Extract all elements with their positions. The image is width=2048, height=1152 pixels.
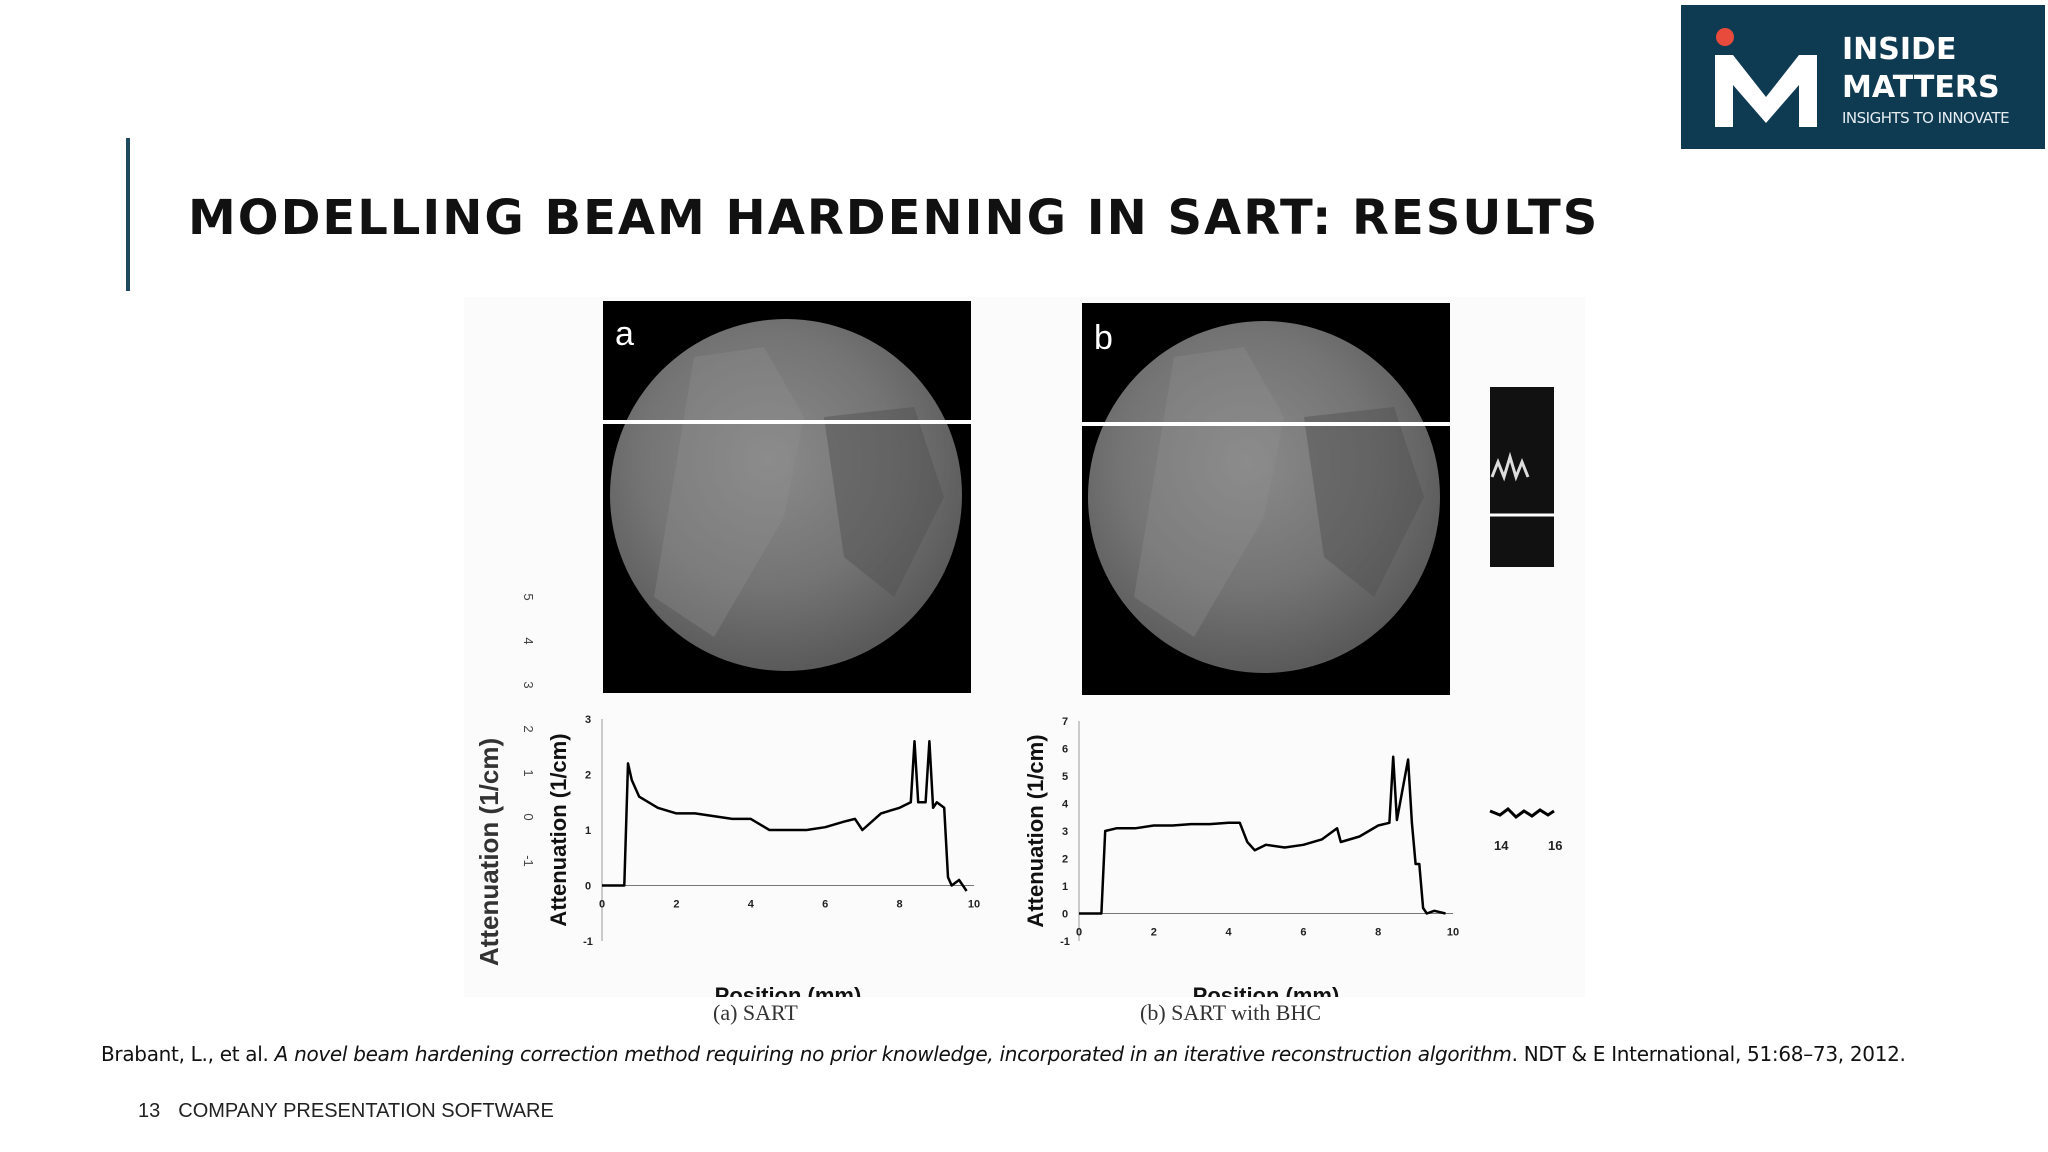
citation-authors: Brabant, L., et al. [101,1042,269,1066]
chart-a-xtick-label: 0 [599,899,605,911]
background-ytick: 4 [521,637,536,644]
chart-b-xtick-label: 6 [1300,927,1306,939]
chart-b-ytick-label: 3 [1062,826,1068,838]
panel-a-letter: a [615,315,634,353]
panel-a-dark-region [824,407,944,597]
chart-a-xlabel: Position (mm) [715,983,862,997]
panel-a-texture [654,347,804,637]
panel-b-letter: b [1094,319,1113,357]
background-yticks: 5 4 3 2 1 0 -1 [521,593,536,866]
chart-b-xtick-label: 0 [1076,927,1082,939]
citation: Brabant, L., et al. A novel beam hardeni… [101,1042,1906,1066]
panel-a-disc [610,319,962,671]
chart-a-ytick-label: 0 [585,881,591,893]
chart-a: 0 2 4 6 8 10 -1 0 1 2 3 Position (mm) Attenuation (1… [546,714,980,997]
chart-b-ytick-label: 0 [1062,909,1068,921]
chart-b-ytick-label: 4 [1062,799,1069,811]
citation-source: . NDT & E International, 51:68–73, 2012. [1511,1042,1906,1066]
chart-b-series-line [1079,755,1446,915]
chart-a-xtick-label: 2 [673,899,679,911]
partial-right-plot-line [1489,807,1555,819]
chart-a-series-line [602,739,968,892]
chart-a-xtick-label: 4 [748,899,755,911]
partial-right-tick-14: 14 [1494,838,1509,853]
chart-b-xlabel: Position (mm) [1193,983,1340,997]
logo-wordmark: INSIDE MATTERS [1842,31,2000,107]
chart-a-xtick-label: 10 [968,899,980,911]
inside-matters-logo: INSIDE MATTERS INSIGHTS TO INNOVATE [1681,5,2045,149]
chart-a-ytick-label: -1 [583,936,593,948]
footer-text: COMPANY PRESENTATION SOFTWARE [178,1100,554,1122]
background-ytick: 2 [521,725,536,732]
chart-b-xtick-label: 10 [1447,927,1459,939]
chart-b-ytick-label: 7 [1062,716,1068,728]
partial-right-image [1490,387,1554,567]
panel-b-disc [1088,321,1440,673]
chart-b-xtick-label: 8 [1375,927,1381,939]
chart-a-ytick-label: 3 [585,714,591,726]
chart-a-ytick-label: 1 [585,825,591,837]
chart-b-ylabel: Attenuation (1/cm) [1023,734,1048,927]
logo-tagline: INSIGHTS TO INNOVATE [1842,109,2010,127]
logo-line1: INSIDE [1842,32,1957,67]
chart-a-xtick-label: 6 [822,899,828,911]
partial-right-signal [1490,451,1530,482]
chart-a-ylabel: Attenuation (1/cm) [546,733,571,926]
title-accent-bar [126,138,130,291]
caption-a: (a) SART [713,1000,798,1025]
background-ylabel: Attenuation (1/cm) [474,738,504,966]
chart-b-xtick-label: 2 [1151,927,1157,939]
panel-b-texture [1134,347,1284,637]
page-number: 13 [138,1100,161,1122]
chart-b-ytick-label: 6 [1062,744,1068,756]
caption-b: (b) SART with BHC [1140,1000,1322,1025]
slide-title: MODELLING BEAM HARDENING IN SART: RESULT… [188,190,1600,246]
chart-b-ytick-label: -1 [1060,936,1070,948]
logo-m-shape [1715,55,1817,127]
logo-m-icon [1715,28,1817,127]
background-ytick: 1 [521,769,536,776]
chart-a-xtick-label: 8 [897,899,903,911]
chart-b-ytick-label: 1 [1062,881,1068,893]
logo-line2: MATTERS [1842,70,2000,105]
chart-b: 0 2 4 6 8 10 -1 0 1 2 3 4 5 6 7 Position (mm) Attenuatio… [1023,716,1459,997]
logo-dot [1716,28,1734,46]
chart-b-ytick-label: 5 [1062,771,1068,783]
citation-title: A novel beam hardening correction method… [274,1042,1512,1066]
chart-b-xtick-label: 4 [1226,927,1233,939]
background-ytick: -1 [521,855,536,867]
chart-a-ytick-label: 2 [585,770,591,782]
background-ytick: 3 [521,681,536,688]
partial-right-tick-16: 16 [1548,838,1562,853]
background-ytick: 5 [521,593,536,600]
slide-footer: 13 COMPANY PRESENTATION SOFTWARE [138,1100,554,1123]
panel-b-dark-region [1304,407,1424,597]
background-ytick: 0 [521,813,536,820]
chart-b-ytick-label: 2 [1062,854,1068,866]
